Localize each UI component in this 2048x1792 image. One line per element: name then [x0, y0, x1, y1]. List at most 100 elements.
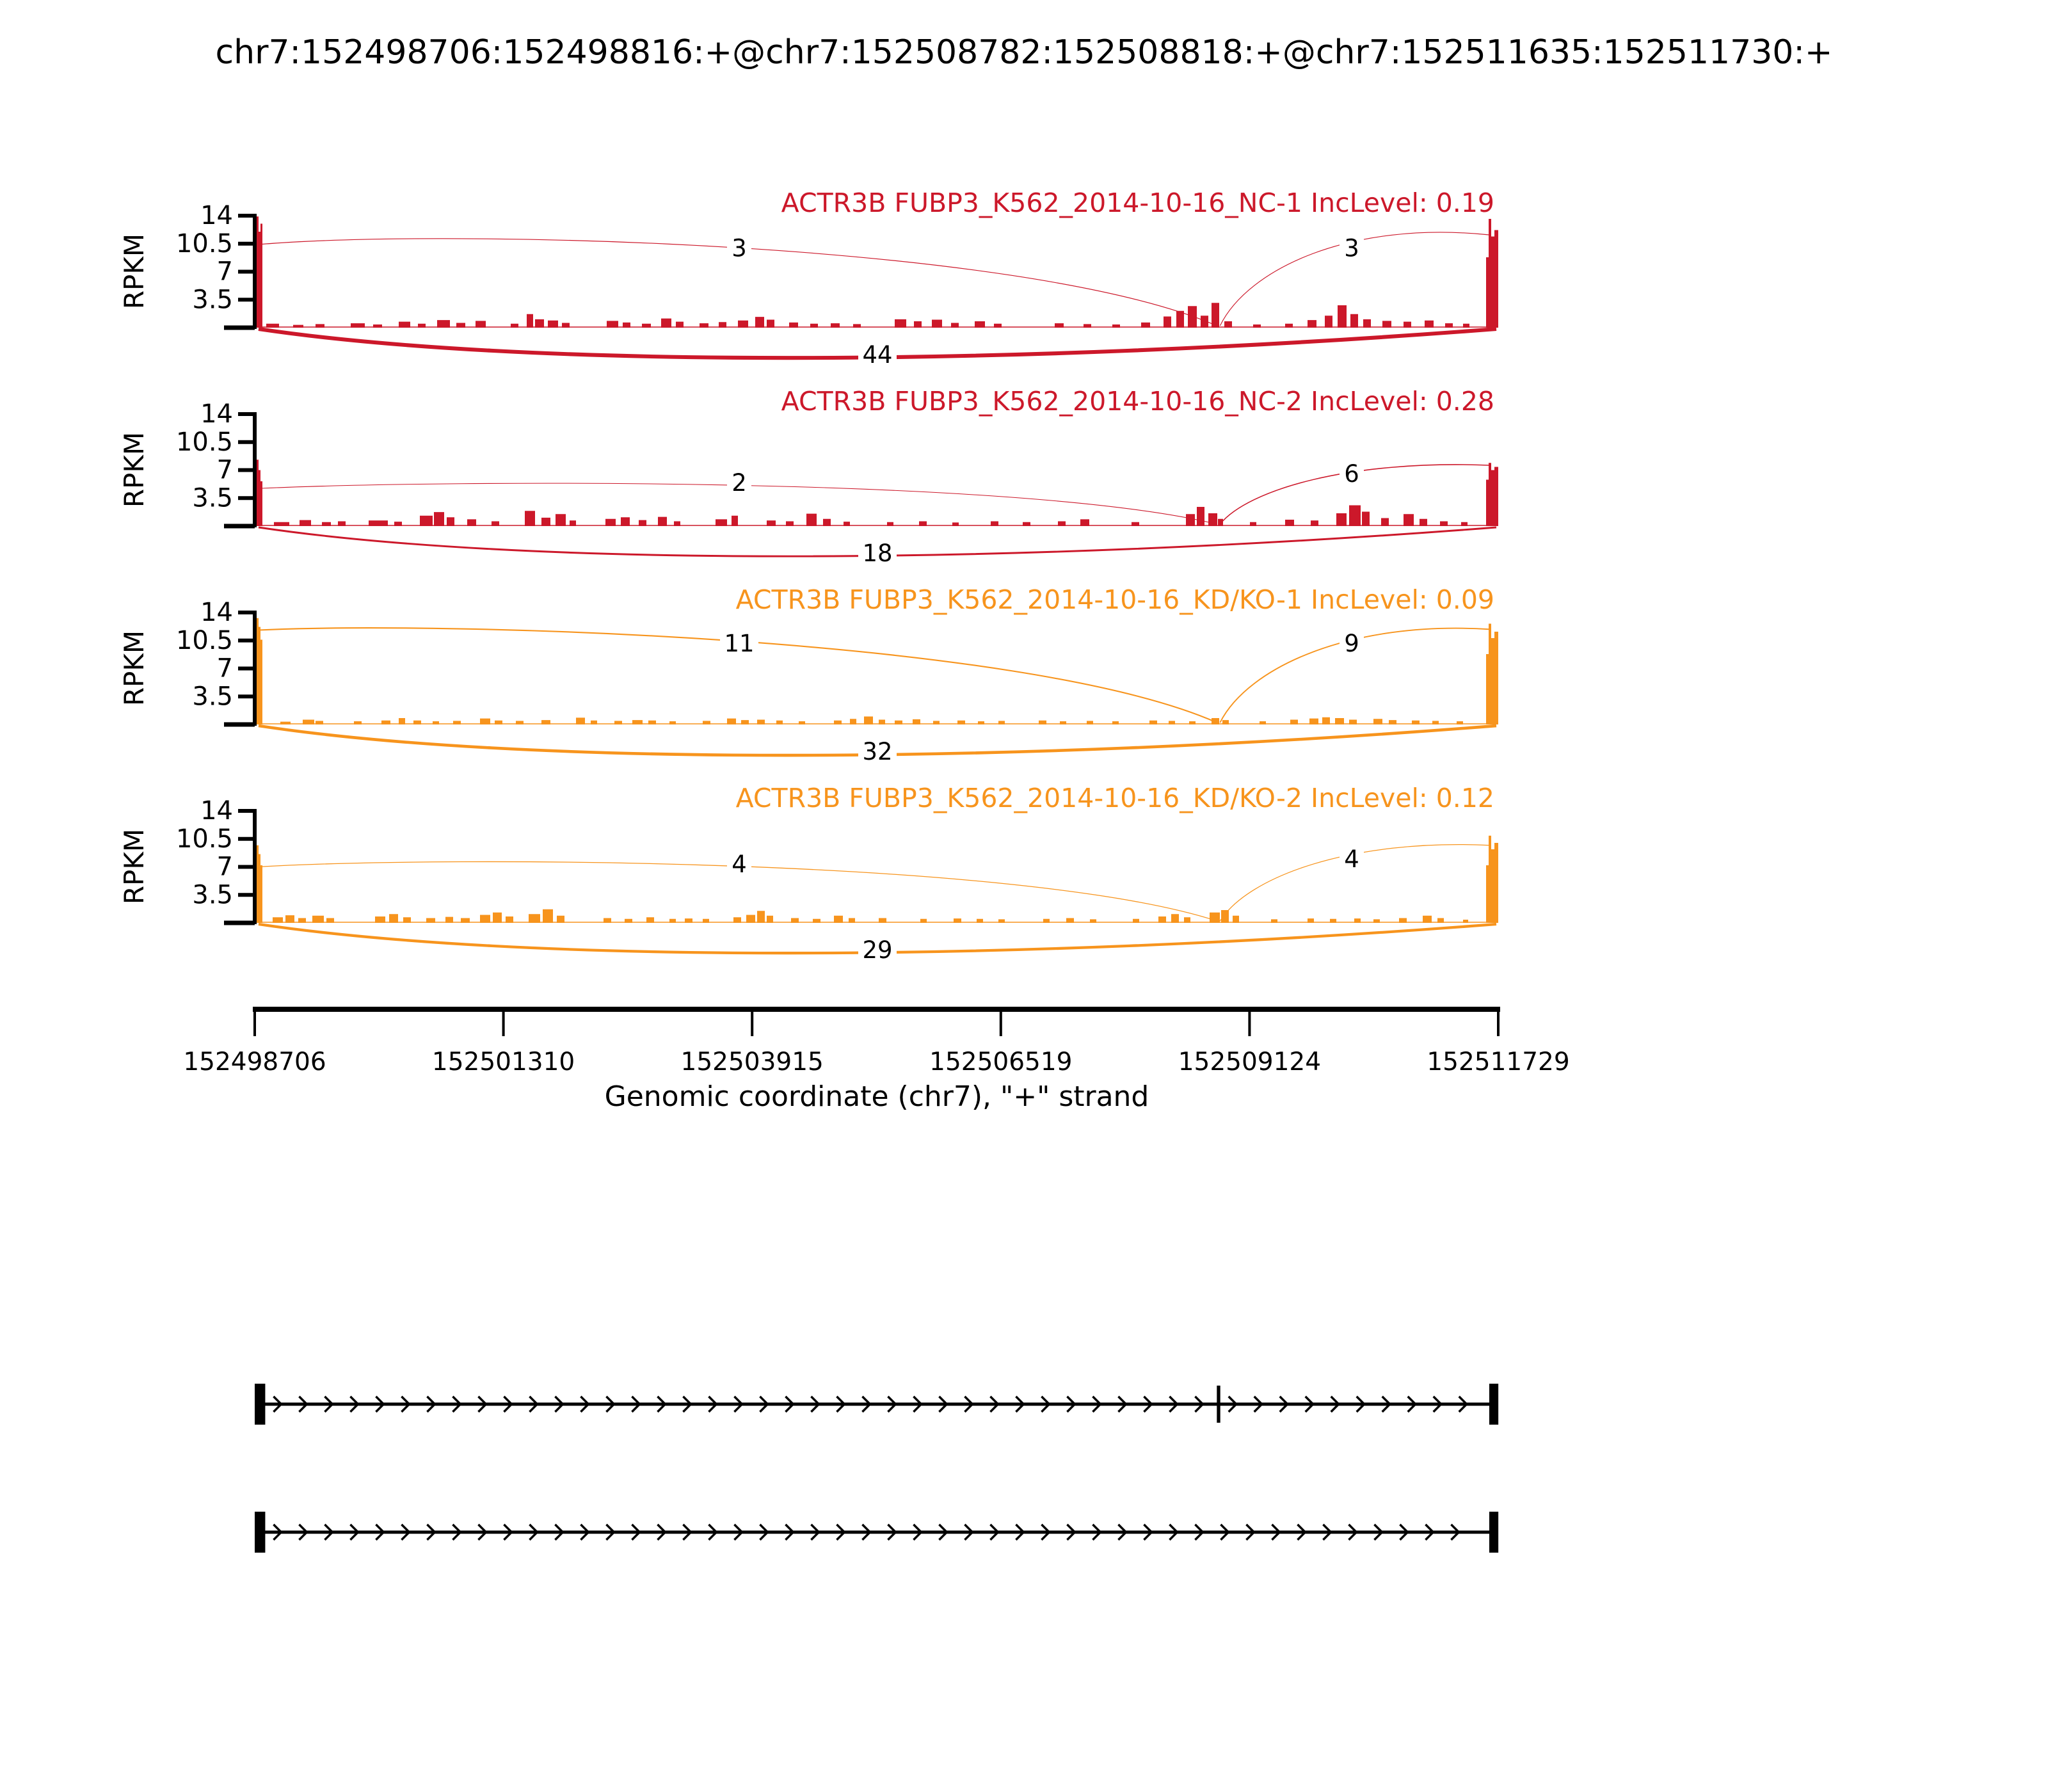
strand-direction-arrow: [861, 1523, 872, 1541]
coverage-bar: [1164, 316, 1171, 328]
coverage-bar: [1271, 919, 1277, 923]
strand-direction-arrow: [657, 1523, 667, 1541]
strand-direction-arrow: [273, 1523, 283, 1541]
coverage-bar: [1437, 918, 1444, 923]
right-junction-count-bg: [1340, 232, 1364, 259]
coverage-bar: [493, 912, 502, 923]
coverage-bar: [375, 916, 385, 923]
strand-direction-arrow: [708, 1395, 718, 1413]
y-axis-label: RPKM: [118, 432, 150, 508]
exon-block: [1489, 1384, 1499, 1425]
strand-direction-arrow: [785, 1523, 795, 1541]
coverage-bar: [1494, 843, 1498, 923]
coverage-bar: [1285, 323, 1293, 328]
skip-junction-count: 29: [862, 936, 892, 964]
coverage-bar: [316, 721, 323, 724]
coverage-bar: [273, 917, 283, 923]
y-axis-tick-label: 7: [217, 852, 233, 882]
strand-direction-arrow: [1432, 1395, 1443, 1413]
coverage-bar: [492, 521, 499, 526]
coverage-bar: [823, 518, 831, 526]
strand-direction-arrow: [554, 1395, 564, 1413]
coverage-bar: [1373, 719, 1382, 724]
coverage-bar: [1486, 257, 1489, 328]
strand-direction-arrow: [682, 1395, 692, 1413]
coverage-bar: [1309, 718, 1318, 724]
skip-junction-count: 18: [862, 540, 892, 567]
coverage-bar: [1494, 632, 1498, 724]
strand-direction-arrow: [1348, 1523, 1358, 1541]
y-axis-tick-label: 7: [217, 456, 233, 485]
coverage-bar: [1412, 720, 1420, 724]
coverage-bar: [676, 321, 684, 328]
coverage-bar: [1039, 720, 1046, 724]
coverage-bar: [354, 721, 362, 724]
coverage-bar: [1311, 520, 1318, 526]
coverage-bar: [1308, 320, 1316, 328]
track-title: ACTR3B FUBP3_K562_2014-10-16_NC-1 IncLev…: [781, 188, 1494, 218]
coverage-bar: [642, 323, 651, 328]
coverage-bar: [1224, 321, 1232, 328]
coverage-bar: [399, 718, 405, 724]
strand-direction-arrow: [810, 1395, 820, 1413]
strand-direction-arrow: [1297, 1523, 1307, 1541]
coverage-bar: [661, 318, 671, 328]
track-title: ACTR3B FUBP3_K562_2014-10-16_KD/KO-1 Inc…: [736, 584, 1494, 615]
coverage-bar: [1381, 518, 1389, 526]
coverage-bar: [810, 323, 818, 328]
coverage-bar: [1494, 230, 1498, 328]
coverage-bar: [604, 918, 611, 923]
coverage-bar: [1322, 717, 1330, 724]
coverage-bar: [456, 323, 465, 328]
coverage-bar: [447, 517, 454, 526]
coverage-bar: [1218, 518, 1223, 526]
coverage-bar: [919, 521, 927, 526]
x-axis-tick-label: 152511729: [1427, 1048, 1569, 1076]
strand-direction-arrow: [759, 1523, 769, 1541]
coverage-bar: [257, 460, 259, 526]
strand-direction-arrow: [375, 1523, 385, 1541]
y-axis-tick-label: 10.5: [176, 428, 233, 457]
coverage-bar: [1233, 915, 1239, 923]
right-junction-count-bg: [1340, 843, 1364, 870]
coverage-bar: [303, 719, 314, 724]
coverage-bar: [1080, 519, 1089, 526]
coverage-bar: [834, 915, 843, 923]
strand-direction-arrow: [324, 1523, 334, 1541]
coverage-bar: [300, 520, 311, 526]
coverage-bar: [632, 720, 643, 724]
strand-direction-arrow: [401, 1523, 411, 1541]
strand-direction-arrow: [1194, 1395, 1204, 1413]
coverage-bar: [381, 720, 390, 724]
coverage-bar: [757, 719, 765, 724]
coverage-bar: [1445, 323, 1453, 328]
coverage-bar: [259, 470, 260, 526]
strand-direction-arrow: [733, 1395, 744, 1413]
coverage-bar: [786, 521, 794, 526]
coverage-bar: [433, 721, 439, 724]
strand-direction-arrow: [401, 1395, 411, 1413]
coverage-bar: [605, 518, 616, 526]
coverage-bar: [1338, 305, 1347, 328]
coverage-bar: [1489, 219, 1491, 328]
coverage-bar: [895, 319, 906, 328]
coverage-bar: [1308, 918, 1314, 923]
strand-direction-arrow: [785, 1395, 795, 1413]
coverage-bar: [991, 521, 998, 526]
strand-direction-arrow: [477, 1395, 488, 1413]
coverage-bar: [895, 720, 902, 724]
coverage-bar: [516, 721, 524, 724]
coverage-bar: [685, 918, 692, 923]
strand-direction-arrow: [1279, 1395, 1290, 1413]
coverage-bar: [716, 519, 727, 526]
coverage-bar: [541, 517, 550, 526]
coverage-bar: [975, 321, 985, 328]
coverage-bar: [257, 845, 259, 923]
coverage-bar: [373, 324, 382, 328]
coverage-bar: [394, 522, 402, 526]
coverage-bar: [1491, 849, 1494, 923]
coverage-profile: [255, 216, 1498, 328]
skipping-junction-arc: [258, 724, 1497, 757]
coverage-bar: [741, 720, 749, 724]
coverage-bar: [476, 321, 486, 328]
